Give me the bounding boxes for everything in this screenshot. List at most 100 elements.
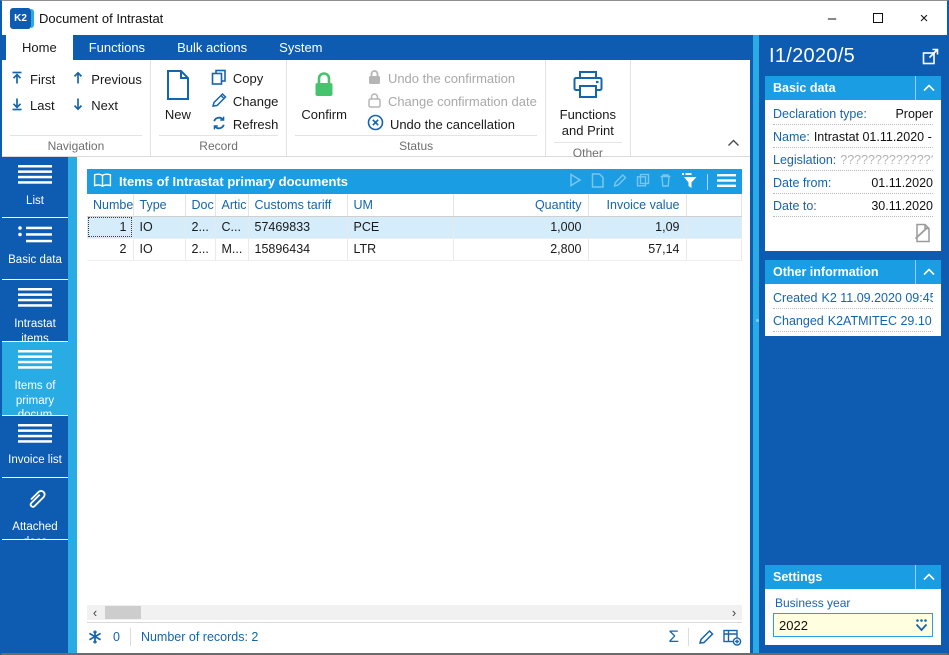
sidebar-item-attached-docs[interactable]: Attached docs <box>2 478 68 540</box>
first-label: First <box>30 71 56 87</box>
scroll-left-arrow[interactable]: ‹ <box>92 605 98 620</box>
main-area: Items of Intrastat primary documents <box>77 157 751 653</box>
cell-um[interactable]: LTR <box>347 238 454 261</box>
column-header-quantity[interactable]: Quantity <box>453 194 589 217</box>
horizontal-scrollbar[interactable]: ‹ › <box>87 605 743 620</box>
cell-quantity[interactable]: 2,800 <box>453 238 589 261</box>
column-header-customs-tariff[interactable]: Customs tariff <box>248 194 348 217</box>
record-count-label: Number of records: 2 <box>140 630 259 644</box>
new-button[interactable]: New <box>159 65 197 125</box>
cell-number[interactable]: 1 <box>87 216 134 239</box>
copy-button[interactable]: Copy <box>211 67 279 89</box>
column-header-invoice-value[interactable]: Invoice value <box>588 194 687 217</box>
business-year-combo <box>773 613 933 637</box>
undo-cancellation-button[interactable]: Undo the cancellation <box>367 113 537 135</box>
edit-pencil-button[interactable] <box>698 629 714 645</box>
collapse-ribbon-button[interactable] <box>727 135 740 150</box>
column-header-doc[interactable]: Doc <box>185 194 216 217</box>
status-counter: 0 <box>113 630 120 644</box>
scroll-track[interactable] <box>103 605 726 620</box>
sidebar-item-intrastat-items[interactable]: Intrastat items <box>2 280 68 342</box>
tab-functions[interactable]: Functions <box>88 40 146 55</box>
table-row[interactable]: 1 IO 2... C... 57469833 PCE 1,000 1,09 <box>87 216 743 239</box>
cell-type[interactable]: IO <box>133 238 186 261</box>
cell-doc[interactable]: 2... <box>185 238 216 261</box>
refresh-icon <box>211 115 227 134</box>
filter-icon[interactable] <box>681 172 698 192</box>
collapse-section-button[interactable] <box>915 260 941 284</box>
cell-invoice-value[interactable]: 57,14 <box>588 238 687 261</box>
cell-customs-tariff[interactable]: 57469833 <box>248 216 348 239</box>
pencil-icon <box>211 92 227 111</box>
business-year-input[interactable] <box>774 617 910 633</box>
left-splitter[interactable] <box>68 157 77 653</box>
cell-invoice-value[interactable]: 1,09 <box>588 216 687 239</box>
grid-menu-icon[interactable] <box>717 173 737 190</box>
sum-button[interactable]: Σ <box>668 627 680 646</box>
table-row[interactable]: 2 IO 2... M... 15896434 LTR 2,800 57,14 <box>87 238 743 261</box>
last-button[interactable]: Last <box>10 94 55 116</box>
collapse-section-button[interactable] <box>915 76 941 100</box>
change-label: Change <box>232 93 279 109</box>
new-record-icon[interactable] <box>591 172 604 191</box>
delete-record-icon[interactable] <box>659 173 672 190</box>
change-confirmation-date-button[interactable]: Change confirmation date <box>367 90 537 112</box>
next-button[interactable]: Next <box>71 94 142 116</box>
sidebar-item-basic-data[interactable]: Basic data <box>2 218 68 280</box>
edit-record-icon[interactable] <box>613 173 627 190</box>
collapse-section-button[interactable] <box>915 565 941 589</box>
report-document-icon[interactable] <box>913 223 933 243</box>
cell-empty[interactable] <box>686 216 743 239</box>
sidebar-item-invoice-list[interactable]: Invoice list <box>2 416 68 478</box>
maximize-button[interactable] <box>855 1 901 35</box>
column-header-article[interactable]: Artic <box>215 194 249 217</box>
combo-dropdown-icon[interactable] <box>910 618 932 632</box>
cell-doc[interactable]: 2... <box>185 216 216 239</box>
tab-bulk-actions[interactable]: Bulk actions <box>177 40 248 55</box>
paperclip-icon <box>23 486 47 514</box>
cell-number[interactable]: 2 <box>87 238 134 261</box>
arrow-down-to-bar-icon <box>10 97 24 114</box>
tab-system[interactable]: System <box>279 40 323 55</box>
change-button[interactable]: Change <box>211 90 279 112</box>
previous-button[interactable]: Previous <box>71 68 142 90</box>
column-header-um[interactable]: UM <box>347 194 454 217</box>
column-header-type[interactable]: Type <box>133 194 186 217</box>
first-button[interactable]: First <box>10 68 55 90</box>
cell-article[interactable]: C... <box>215 216 249 239</box>
splitter-grip <box>756 319 760 323</box>
cell-customs-tariff[interactable]: 15896434 <box>248 238 348 261</box>
undo-confirmation-button[interactable]: Undo the confirmation <box>367 67 537 89</box>
grid-title: Items of Intrastat primary documents <box>119 174 348 189</box>
functions-and-print-button[interactable]: Functions and Print <box>554 65 622 142</box>
scroll-thumb[interactable] <box>105 606 141 619</box>
copy-record-icon[interactable] <box>636 173 650 190</box>
refresh-button[interactable]: Refresh <box>211 113 279 135</box>
section-basic-data: Basic data Declaration type: Proper Name… <box>765 76 941 251</box>
confirm-label: Confirm <box>301 107 347 122</box>
tab-home[interactable]: Home <box>6 35 73 60</box>
cell-type[interactable]: IO <box>133 216 186 239</box>
sidebar-item-items-of-primary-documents[interactable]: Items of primary docum <box>2 342 68 416</box>
field-label: Declaration type: <box>773 107 867 121</box>
copy-icon <box>211 69 227 88</box>
right-splitter[interactable] <box>750 35 760 653</box>
grid-status-bar: 0 Number of records: 2 Σ <box>87 622 743 653</box>
confirm-button[interactable]: Confirm <box>295 65 353 125</box>
column-header-number[interactable]: Number <box>87 194 134 217</box>
list-icon <box>18 288 52 311</box>
cell-article[interactable]: M... <box>215 238 249 261</box>
cell-um[interactable]: PCE <box>347 216 454 239</box>
run-icon[interactable] <box>569 173 582 190</box>
field-value: ?????????????????????? <box>840 153 933 167</box>
sidebar-item-label: List <box>26 195 44 208</box>
minimize-button[interactable]: – <box>827 9 837 27</box>
cell-empty[interactable] <box>686 238 743 261</box>
circle-x-icon <box>367 114 384 134</box>
open-in-window-icon[interactable] <box>922 48 939 65</box>
scroll-right-arrow[interactable]: › <box>731 605 737 620</box>
cell-quantity[interactable]: 1,000 <box>453 216 589 239</box>
close-button[interactable]: × <box>919 9 929 27</box>
add-table-button[interactable] <box>723 629 742 646</box>
sidebar-item-list[interactable]: List <box>2 157 68 218</box>
